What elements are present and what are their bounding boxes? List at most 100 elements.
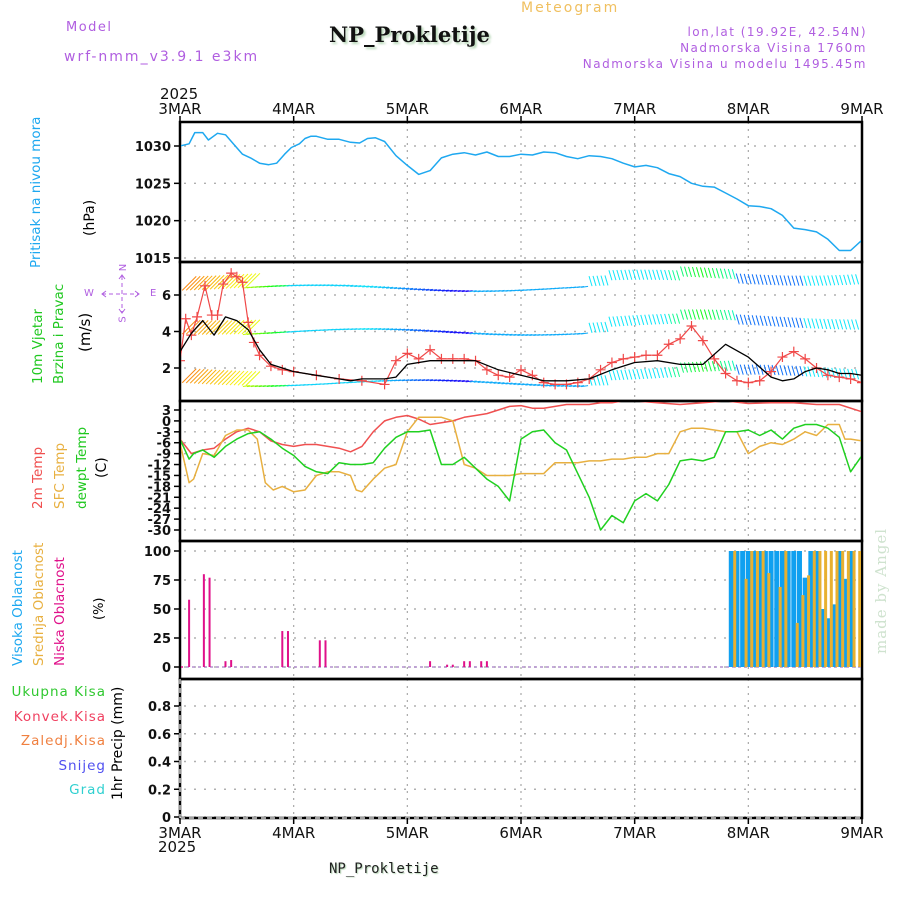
- wind-arrow: [811, 318, 816, 329]
- wind-arrow: [600, 375, 605, 386]
- temp-ytick-label: 3: [162, 404, 171, 419]
- wind-arrow: [509, 382, 517, 385]
- precip-ytick-label: 0.6: [148, 728, 171, 743]
- wind-arrow: [580, 332, 589, 335]
- wind-arrow: [481, 332, 489, 335]
- wind-panel: 2 4 6: [162, 260, 864, 403]
- gust-marker: [379, 379, 390, 390]
- wind-arrow: [755, 315, 760, 326]
- wind-arrow: [608, 270, 613, 281]
- wind-arrow: [703, 309, 708, 320]
- wind-arrow: [382, 328, 390, 331]
- gust-marker: [243, 317, 254, 328]
- wind-arrow: [334, 284, 342, 287]
- wind-arrow: [763, 274, 768, 285]
- wind-arrow: [501, 382, 509, 385]
- wind-arrow: [370, 285, 378, 288]
- wind-arrow: [485, 381, 493, 384]
- wind-arrow: [735, 273, 740, 284]
- wind-arrow: [306, 284, 314, 287]
- wind-arrow: [185, 368, 201, 384]
- wind-arrow: [205, 369, 221, 385]
- legend-convective-rain: Konvek.Kisa: [13, 709, 106, 725]
- wind-arrow: [803, 275, 808, 286]
- wind-arrow: [843, 319, 848, 330]
- wind-arrow: [612, 316, 617, 327]
- wind-arrow: [513, 333, 521, 336]
- cloud-low-bar: [188, 599, 191, 667]
- bottom-day-label: 5MAR: [386, 824, 429, 842]
- wind-arrow: [433, 289, 441, 292]
- cloud-high-bar: [774, 551, 780, 667]
- wind-arrow: [390, 286, 398, 289]
- wind-arrow: [493, 333, 501, 336]
- wind-arrow: [394, 287, 402, 290]
- wind-arrow: [759, 315, 764, 326]
- wind-arrow: [719, 309, 724, 321]
- wind-arrow: [193, 320, 209, 335]
- wind-arrow: [807, 318, 812, 329]
- wind-arrow: [505, 382, 513, 385]
- cloud-high-bar: [814, 551, 820, 667]
- gust-marker: [186, 330, 197, 341]
- gust-marker: [447, 353, 458, 364]
- cloud-low-bar: [485, 661, 488, 667]
- wind-arrow: [473, 290, 481, 293]
- wind-arrow: [787, 365, 792, 376]
- wind-arrow: [783, 365, 788, 376]
- wind-arrow: [624, 369, 629, 380]
- gust-marker: [800, 353, 811, 364]
- gust-marker: [675, 333, 686, 344]
- cloud-low-bar: [202, 574, 205, 667]
- wind-arrow: [213, 274, 229, 290]
- wind-arrow: [338, 284, 346, 287]
- wind-arrow: [213, 370, 229, 385]
- wind-arrow: [401, 379, 410, 382]
- pressure-ytick-label: 1020: [135, 215, 171, 230]
- wind-arrow: [620, 369, 625, 380]
- wind-arrow: [795, 317, 800, 328]
- wind-arrow: [855, 274, 860, 285]
- gust-marker: [493, 370, 504, 381]
- wind-arrow: [759, 274, 764, 285]
- gust-marker: [212, 310, 223, 321]
- wind-arrow: [779, 316, 784, 327]
- wind-ytick-label: 4: [162, 326, 171, 341]
- wind-arrow: [366, 285, 374, 288]
- wind-arrow: [189, 275, 205, 291]
- wind-arrow: [197, 369, 213, 384]
- precip-legend: Ukupna Kisa Konvek.Kisa Zaledj.Kisa Snij…: [0, 684, 106, 804]
- wind-arrow: [529, 334, 537, 336]
- cloud-low-bar: [324, 640, 327, 667]
- gust-marker: [686, 321, 697, 332]
- gust-marker: [618, 353, 629, 364]
- wind-arrow: [310, 284, 318, 287]
- bottom-day-label: 6MAR: [499, 824, 542, 842]
- wind-arrow: [763, 315, 768, 327]
- cloud-high-bar: [848, 551, 854, 667]
- wind-arrow: [258, 385, 266, 388]
- wind-arrow: [362, 285, 370, 288]
- wind-arrow: [413, 288, 422, 291]
- wind-arrow: [715, 309, 720, 320]
- wind-arrow: [580, 385, 589, 388]
- wind-arrow: [342, 284, 350, 287]
- wind-arrow: [465, 332, 473, 335]
- gust-marker: [356, 375, 367, 386]
- model-altitude: Nadmorska Visina u modelu 1495.45m: [582, 57, 867, 71]
- wind-arrow: [755, 274, 760, 285]
- cloud-ytick-label: 50: [153, 603, 171, 618]
- cloud-mid-bar: [846, 551, 850, 667]
- wind-arrow: [711, 361, 716, 372]
- gust-marker: [697, 335, 708, 346]
- wind-arrow: [453, 379, 461, 382]
- cloud-mid-bar: [733, 551, 737, 667]
- temp-dew-line: [181, 423, 861, 531]
- gust-marker: [663, 339, 674, 350]
- cloud-high-bar: [762, 551, 768, 667]
- wind-arrow: [221, 320, 237, 335]
- cloud-high-bar: [734, 551, 740, 667]
- wind-arrow: [735, 314, 740, 325]
- top-day-label: 9MAR: [840, 100, 883, 118]
